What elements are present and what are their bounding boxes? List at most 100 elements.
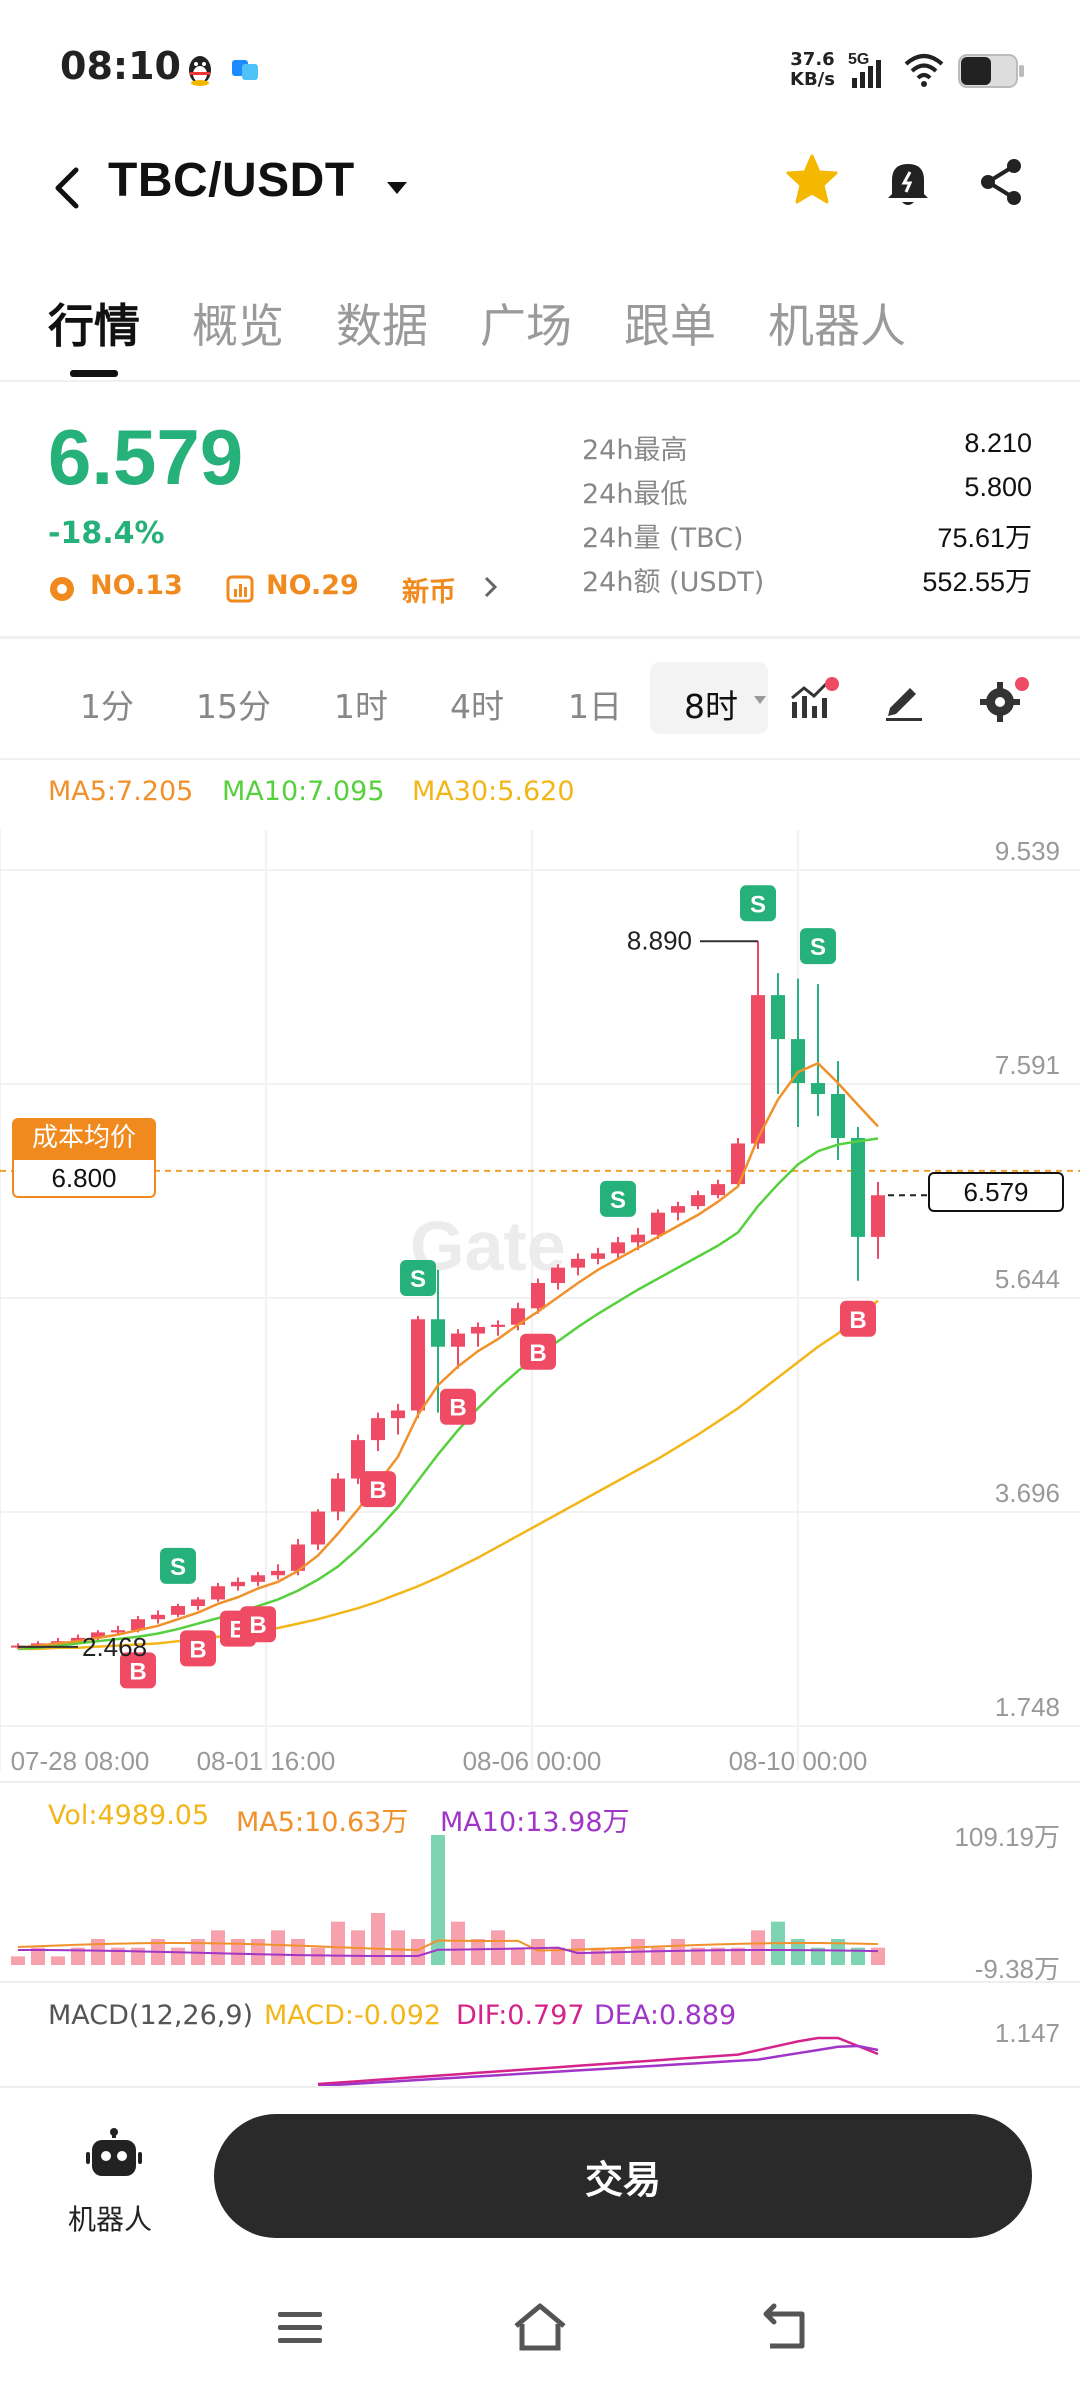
macd-dea: DEA:0.889 [594, 2000, 737, 2031]
candle-body [591, 1253, 605, 1259]
volume-ma10-legend: MA10:13.98万 [440, 1807, 630, 1838]
buy-marker: B [240, 1606, 276, 1643]
candle-body [311, 1511, 325, 1545]
settings-gear-icon[interactable] [976, 674, 1032, 730]
status-bar: 08:10 37.6 KB/s 5G [0, 0, 1080, 140]
volume-ma5-line [17, 1939, 879, 1952]
volume-ma10-line [17, 1946, 879, 1957]
home-nav-icon[interactable] [510, 2300, 570, 2360]
tab-market[interactable]: 行情 [48, 299, 140, 353]
interval-4h[interactable]: 4时 [450, 687, 504, 726]
trade-button[interactable]: 交易 [214, 2114, 1032, 2238]
interval-8h[interactable]: 8时 [684, 687, 738, 726]
rank-badge-2[interactable]: NO.29 [266, 570, 359, 601]
candle-body [391, 1410, 405, 1419]
y-tick-label: 1.748 [995, 1692, 1060, 1722]
volume-bar [671, 1939, 685, 1965]
volume-bar [811, 1947, 825, 1965]
x-tick-label: 08-06 00:00 [463, 1746, 602, 1776]
marker-badge [520, 1333, 556, 1370]
tab-copy-trading[interactable]: 跟单 [624, 299, 716, 353]
pair-title[interactable]: TBC/USDT [108, 154, 355, 207]
rank-icon [48, 575, 76, 607]
high-price-label: 8.890 [627, 925, 692, 955]
interval-1m[interactable]: 1分 [80, 687, 134, 726]
ma-lines [17, 1061, 879, 1651]
sell-marker: S [400, 1259, 436, 1296]
wifi-icon [902, 50, 946, 94]
candle-body [731, 1143, 745, 1185]
menu-nav-icon[interactable] [272, 2300, 328, 2360]
robot-nav-label[interactable]: 机器人 [68, 2203, 153, 2236]
candle-body [231, 1581, 245, 1587]
marker-badge [740, 885, 776, 922]
tab-data[interactable]: 数据 [336, 299, 428, 353]
new-coin-tag[interactable]: 新币 [402, 577, 456, 608]
ma10-legend: MA10:7.095 [222, 776, 385, 807]
candle-body [71, 1637, 85, 1642]
favorite-star-icon[interactable] [782, 150, 842, 214]
divider [0, 636, 1080, 639]
app-notification-icon [228, 52, 264, 88]
robot-icon[interactable] [84, 2128, 144, 2186]
pair-dropdown-icon[interactable] [382, 172, 412, 206]
volume-bar [551, 1947, 565, 1965]
ma10-line [17, 1137, 879, 1651]
price-annotations: 8.890 2.468 [18, 925, 928, 1662]
candle-body [111, 1630, 125, 1633]
marker-badge [800, 928, 836, 965]
candle-body [251, 1575, 265, 1582]
interval-1h[interactable]: 1时 [334, 687, 388, 726]
qq-notification-icon [182, 52, 218, 88]
volume-bar [751, 1930, 765, 1965]
chevron-right-icon[interactable] [478, 572, 502, 606]
tab-overview[interactable]: 概览 [192, 299, 284, 353]
volume-bar [91, 1939, 105, 1965]
rank-badge-1[interactable]: NO.13 [90, 570, 183, 601]
back-nav-icon[interactable] [756, 2300, 812, 2360]
interval-dropdown-icon[interactable] [752, 692, 768, 711]
tab-bot[interactable]: 机器人 [768, 299, 906, 353]
tab-square[interactable]: 广场 [480, 299, 572, 353]
interval-15m[interactable]: 15分 [196, 687, 271, 726]
volume-bar [611, 1947, 625, 1965]
marker-letter: B [849, 1307, 866, 1334]
tab-active-indicator [70, 370, 118, 377]
y-tick-label: 5.644 [995, 1264, 1060, 1294]
x-axis-labels: 07-28 08:00 08-01 16:00 08-06 00:00 08-10 0… [11, 1746, 868, 1776]
volume-bar [171, 1947, 185, 1965]
marker-letter: B [129, 1658, 146, 1685]
share-icon[interactable] [972, 152, 1032, 216]
volume-bar [391, 1930, 405, 1965]
marker-letter: B [249, 1612, 266, 1639]
volume-bar [571, 1939, 585, 1965]
network-speed: 37.6 KB/s [790, 49, 835, 90]
interval-1d[interactable]: 1日 [568, 687, 622, 726]
candle-body [431, 1319, 445, 1347]
candles [11, 941, 885, 1649]
candle-body [671, 1206, 685, 1213]
interval-active-bg [650, 662, 768, 734]
divider [0, 758, 1080, 760]
low-price-label: 2.468 [82, 1632, 147, 1662]
ma5-legend: MA5:7.205 [48, 776, 194, 807]
volume-bar [51, 1956, 65, 1965]
volume-bar [251, 1939, 265, 1965]
marker-badge [240, 1606, 276, 1643]
candle-body [531, 1283, 545, 1309]
candle-body [91, 1632, 105, 1638]
stat-label-high: 24h最高 [582, 435, 688, 466]
back-arrow-icon[interactable] [46, 158, 86, 222]
price-change-percent: -18.4% [48, 516, 165, 551]
indicators-icon[interactable] [788, 676, 844, 728]
x-tick-label: 08-10 00:00 [729, 1746, 868, 1776]
draw-tool-icon[interactable] [880, 676, 928, 728]
candle-body [751, 995, 765, 1144]
ma30-legend: MA30:5.620 [412, 776, 575, 807]
marker-badge [180, 1630, 216, 1667]
candle-body [411, 1319, 425, 1411]
volume-bar [451, 1921, 465, 1965]
price-alert-bell-icon[interactable] [878, 152, 938, 216]
buy-marker: B [520, 1333, 556, 1370]
